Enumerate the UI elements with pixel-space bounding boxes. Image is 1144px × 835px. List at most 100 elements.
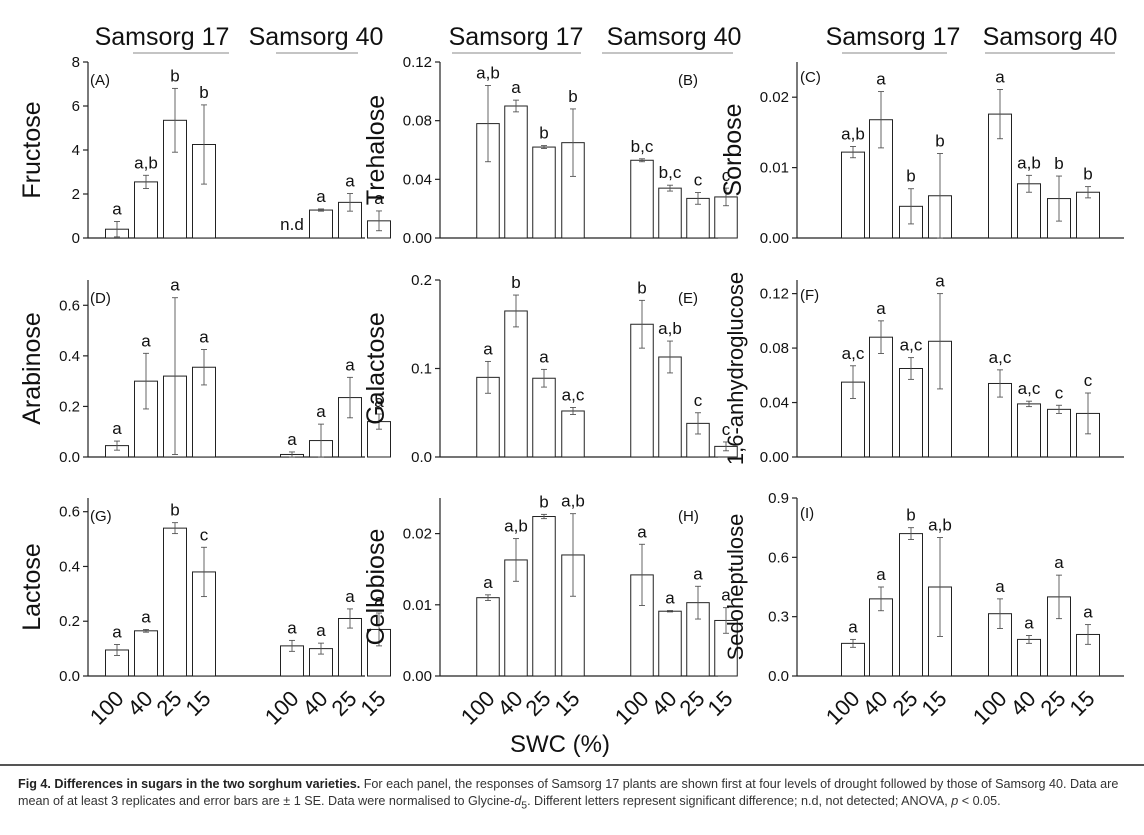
panel-d-y-tick-label: 0.2 (59, 398, 80, 415)
panel-e-sig-letter: b (637, 278, 646, 297)
panel-b-sig-letter: a,b (476, 63, 500, 82)
panel-g-bar (134, 630, 158, 677)
panel-d-y-tick-label: 0.6 (59, 297, 80, 314)
panel-b-label: (B) (678, 72, 698, 89)
panel-f-sig-letter: a,c (1018, 379, 1041, 398)
panel-d-sig-letter: a (374, 392, 384, 411)
panel-b-y-tick-label: 0.08 (403, 113, 432, 130)
panel-a-sig-letter: b (170, 66, 179, 85)
panel-f-bar (899, 368, 923, 458)
panel-i-y-tick-label: 0.9 (768, 490, 789, 507)
panel-a-sig-letter: a (112, 200, 122, 219)
panel-h-sig-letter: a (693, 564, 703, 583)
panel-f-y-tick-label: 0.00 (760, 449, 789, 466)
panel-g-sig-letter: a (112, 623, 122, 642)
x-tick-label: 15 (917, 686, 952, 721)
x-axis-title: SWC (%) (510, 731, 610, 758)
panel-g-y-axis-title: Lactose (18, 543, 46, 631)
panel-a-sig-letter: a (316, 187, 326, 206)
panel-d-sig-letter: a (170, 276, 180, 295)
panel-g-sig-letter: a (316, 621, 326, 640)
panel-i-sig-letter: a (1083, 603, 1093, 622)
panel-e-sig-letter: b (511, 273, 520, 292)
panel-i-bar (841, 642, 865, 677)
panel-f-sig-letter: a,c (842, 344, 865, 363)
panel-h-sig-letter: a (637, 522, 647, 541)
x-tick-label: 15 (356, 686, 391, 721)
panel-b-bar (658, 187, 682, 239)
caption-subscript: 5 (521, 799, 528, 812)
panel-f-label: (F) (800, 287, 819, 304)
x-tick-label: 15 (1065, 686, 1100, 721)
panel-a-sig-letter: a (345, 172, 355, 191)
panel-b-sig-letter: b,c (659, 163, 682, 182)
group-label: Samsorg 17 (449, 23, 584, 51)
panel-g-y-tick-label: 0.4 (59, 558, 80, 575)
panel-a-label: (A) (90, 72, 110, 89)
panel-c-sig-letter: b (1083, 165, 1092, 184)
panel-d-sig-letter: a (141, 331, 151, 350)
panel-g-y-tick-label: 0.6 (59, 504, 80, 521)
panel-a-bar (134, 181, 158, 239)
x-tick-label: 100 (610, 686, 654, 730)
panel-d-sig-letter: a (345, 355, 355, 374)
panel-h-sig-letter: a (483, 573, 493, 592)
panel-a-y-tick-label: 6 (72, 98, 80, 115)
group-label: Samsorg 40 (983, 23, 1118, 51)
x-tick-label: 100 (85, 686, 129, 730)
panel-a-sig-letter: a (374, 189, 384, 208)
panel-c-sig-letter: a,b (1017, 153, 1041, 172)
panel-a-sig-letter: n.d (280, 215, 304, 234)
panel-f-sig-letter: a,c (989, 348, 1012, 367)
panel-b-sig-letter: b (568, 87, 577, 106)
panel-f-y-tick-label: 0.04 (760, 395, 789, 412)
panel-i-label: (I) (800, 505, 814, 522)
panel-b-bar (504, 105, 528, 239)
panel-f-y-tick-label: 0.12 (760, 286, 789, 303)
panel-a-sig-letter: b (199, 83, 208, 102)
panel-i-y-tick-label: 0.0 (768, 668, 789, 685)
panel-e-sig-letter: a (539, 347, 549, 366)
group-label: Samsorg 17 (826, 23, 961, 51)
x-tick-label: 15 (550, 686, 585, 721)
panel-i-sig-letter: a (995, 577, 1005, 596)
panel-h-bar (476, 597, 500, 677)
panel-g-sig-letter: a (287, 618, 297, 637)
panel-f-sig-letter: c (1084, 371, 1093, 390)
panel-c-bar (841, 151, 865, 239)
panel-d-sig-letter: a (316, 402, 326, 421)
panel-c-sig-letter: a,b (841, 124, 865, 143)
panel-h-sig-letter: a (665, 588, 675, 607)
panel-g-bar (163, 527, 187, 677)
panel-d-y-tick-label: 0.4 (59, 348, 80, 365)
panel-e-sig-letter: c (722, 420, 731, 439)
panel-e-y-tick-label: 0.0 (411, 449, 432, 466)
panel-c-sig-letter: a (876, 70, 886, 89)
panel-a-y-tick-label: 2 (72, 186, 80, 203)
panel-f-sig-letter: a (876, 299, 886, 318)
panel-c-y-tick-label: 0.02 (760, 89, 789, 106)
panel-g-sig-letter: a (141, 607, 151, 626)
panel-d-label: (D) (90, 290, 111, 307)
panel-h-y-tick-label: 0.00 (403, 668, 432, 685)
panel-c-sig-letter: b (935, 132, 944, 151)
panel-c-y-tick-label: 0.01 (760, 160, 789, 177)
caption-d-italic: d (514, 794, 522, 808)
panel-a-y-axis-title: Fructose (18, 101, 46, 198)
x-tick-label: 100 (260, 686, 304, 730)
panel-c-y-tick-label: 0.00 (760, 230, 789, 247)
panel-c-label: (C) (800, 69, 821, 86)
panel-b-sig-letter: b (539, 124, 548, 143)
panel-h-bar (532, 516, 556, 677)
panel-h-sig-letter: a,b (504, 517, 528, 536)
panel-b-y-tick-label: 0.12 (403, 54, 432, 71)
panel-i-y-axis-title: Sedoheptulose (723, 514, 748, 661)
group-label: Samsorg 40 (249, 23, 384, 51)
panel-e-sig-letter: a (483, 339, 493, 358)
panel-b-sig-letter: a (511, 78, 521, 97)
panel-c-y-axis-title: Sorbose (719, 103, 747, 196)
x-tick-label: 100 (456, 686, 500, 730)
panel-h-sig-letter: a (721, 586, 731, 605)
panel-e-bar (532, 377, 556, 458)
panel-c-sig-letter: b (906, 167, 915, 186)
